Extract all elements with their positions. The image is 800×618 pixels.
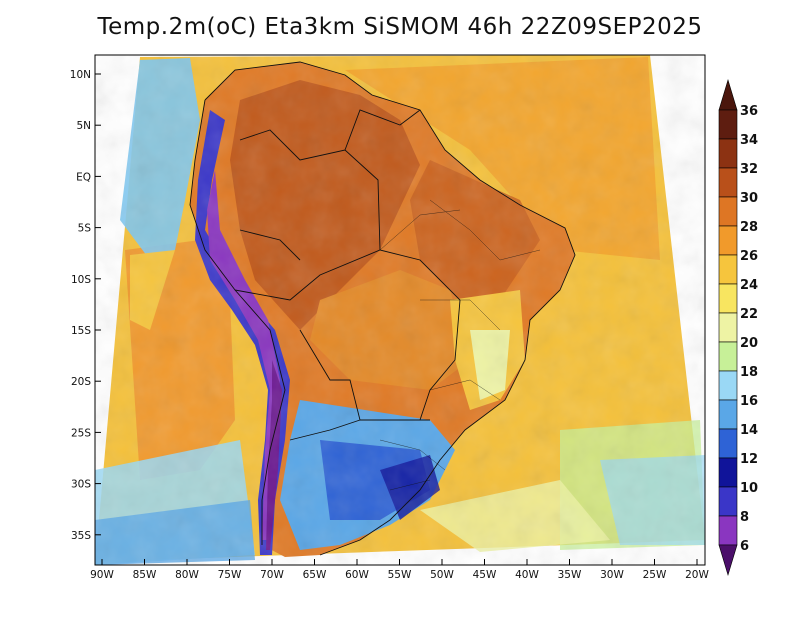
country-borders bbox=[189, 61, 576, 556]
lon-label: 65W bbox=[303, 569, 327, 581]
lat-label: EQ bbox=[76, 171, 91, 183]
colorbar-swatch bbox=[718, 138, 738, 169]
lon-label: 30W bbox=[600, 569, 624, 581]
colorbar-label: 12 bbox=[740, 452, 758, 467]
lon-label: 50W bbox=[430, 569, 454, 581]
colorbar-label: 22 bbox=[740, 307, 758, 322]
colorbar-label: 20 bbox=[740, 336, 758, 351]
colorbar-swatch bbox=[718, 370, 738, 401]
lon-label: 20W bbox=[685, 569, 709, 581]
lon-label: 90W bbox=[90, 569, 114, 581]
lon-label: 40W bbox=[515, 569, 539, 581]
colorbar-swatch bbox=[718, 283, 738, 314]
colorbar-swatch bbox=[718, 109, 738, 140]
colorbar-label: 30 bbox=[740, 191, 758, 206]
lon-axis: 90W 85W 80W 75W 70W 65W 60W 55W 50W 45W 40W 35W 30W 2… bbox=[90, 559, 709, 581]
colorbar-swatch bbox=[718, 225, 738, 256]
colorbar-label: 32 bbox=[740, 162, 758, 177]
colorbar-swatch bbox=[718, 428, 738, 459]
lon-label: 60W bbox=[345, 569, 369, 581]
colorbar-swatch bbox=[718, 196, 738, 227]
lon-label: 75W bbox=[218, 569, 242, 581]
colorbar-label: 6 bbox=[740, 539, 749, 554]
lat-label: 10S bbox=[71, 274, 91, 286]
lon-label: 80W bbox=[175, 569, 199, 581]
colorbar-bottom-arrow bbox=[718, 544, 738, 577]
colorbar-swatch bbox=[718, 312, 738, 343]
colorbar-swatch bbox=[718, 254, 738, 285]
colorbar-swatch bbox=[718, 486, 738, 517]
colorbar-swatch bbox=[718, 167, 738, 198]
lat-label: 30S bbox=[71, 479, 91, 491]
colorbar-label: 28 bbox=[740, 220, 758, 235]
lat-label: 5S bbox=[78, 223, 92, 235]
lat-label: 15S bbox=[71, 325, 91, 337]
lon-label: 45W bbox=[473, 569, 497, 581]
lat-label: 35S bbox=[71, 530, 91, 542]
colorbar-swatch bbox=[718, 399, 738, 430]
colorbar: 36 34 32 30 28 26 24 22 20 18 16 14 12 10 8 6 bbox=[718, 78, 758, 577]
colorbar-label: 10 bbox=[740, 481, 758, 496]
colorbar-label: 24 bbox=[740, 278, 758, 293]
lon-label: 35W bbox=[558, 569, 582, 581]
lat-label: 20S bbox=[71, 376, 91, 388]
colorbar-label: 36 bbox=[740, 104, 758, 119]
colorbar-label: 16 bbox=[740, 394, 758, 409]
lon-label: 85W bbox=[133, 569, 157, 581]
colorbar-swatch bbox=[718, 515, 738, 546]
colorbar-label: 8 bbox=[740, 510, 749, 525]
colorbar-label: 14 bbox=[740, 423, 758, 438]
state-borders bbox=[379, 199, 541, 491]
colorbar-label: 26 bbox=[740, 249, 758, 264]
lat-label: 10N bbox=[70, 69, 91, 81]
lon-label: 70W bbox=[260, 569, 284, 581]
chart-title: Temp.2m(oC) Eta3km SiSMOM 46h 22Z09SEP20… bbox=[97, 14, 703, 40]
lat-label: 5N bbox=[76, 120, 91, 132]
lon-label: 25W bbox=[643, 569, 667, 581]
colorbar-label: 34 bbox=[740, 133, 758, 148]
lat-label: 25S bbox=[71, 427, 91, 439]
colorbar-top-arrow bbox=[718, 78, 738, 111]
colorbar-swatch bbox=[718, 457, 738, 488]
lat-axis: 10N 5N EQ 5S 10S 15S 20S 25S 30S 35S bbox=[70, 69, 101, 542]
lon-label: 55W bbox=[388, 569, 412, 581]
colorbar-label: 18 bbox=[740, 365, 758, 380]
map-area bbox=[95, 55, 705, 565]
colorbar-swatch bbox=[718, 341, 738, 372]
